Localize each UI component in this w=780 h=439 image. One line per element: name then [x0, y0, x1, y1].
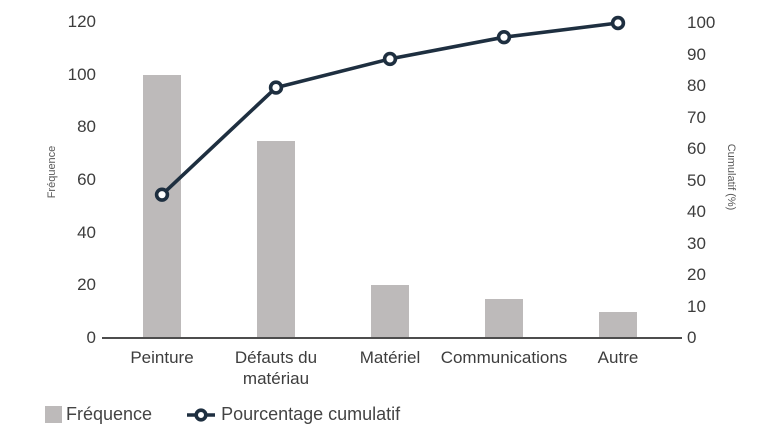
right-axis-tick-label: 80 [687, 76, 706, 95]
cumulative-point-2 [268, 80, 284, 95]
left-axis-tick-label: 40 [77, 222, 96, 242]
right-axis-tick-label: 10 [687, 296, 706, 316]
left-axis-tick-label: 120 [67, 12, 96, 31]
left-axis-tick-label: 20 [77, 275, 96, 295]
right-axis-tick-label: 50 [687, 170, 706, 190]
right-axis-tick-label: 0 [687, 328, 697, 347]
x-axis-label: Matériel [359, 348, 421, 367]
x-axis-label: Communications [440, 348, 568, 367]
legend-item-cumulative: Pourcentage cumulatif [185, 404, 400, 425]
frequency-bar-3 [371, 285, 409, 338]
right-axis-tick-label: 20 [687, 265, 706, 284]
bar-swatch-icon [45, 406, 62, 423]
frequency-bar-4 [485, 298, 523, 338]
legend-label-cumulative: Pourcentage cumulatif [221, 404, 401, 424]
frequency-bar-1 [143, 74, 181, 338]
right-axis-title: Cumulatif (%) [725, 143, 737, 211]
legend: Fréquence Pourcentage cumulatif [45, 404, 400, 425]
left-axis-tick-label: 100 [67, 64, 96, 84]
left-axis-title: Fréquence [46, 145, 58, 199]
x-axis-line [102, 337, 682, 339]
cumulative-point-5 [610, 15, 626, 31]
right-axis-tick-label: 30 [687, 233, 706, 253]
left-axis-tick-label: 80 [77, 117, 96, 137]
cumulative-point-3 [382, 51, 398, 67]
cumulative-point-4 [496, 29, 512, 45]
legend-item-frequency: Fréquence [45, 404, 152, 425]
line-marker-icon [187, 407, 216, 422]
right-axis-tick-label: 100 [687, 13, 716, 32]
x-axis-label: Autre [597, 348, 639, 367]
left-axis-tick-label: 0 [86, 328, 96, 347]
right-axis-tick-label: 90 [687, 44, 706, 64]
right-axis-tick-label: 40 [687, 202, 706, 221]
x-axis-label: Peinture [130, 348, 194, 367]
x-axis-label: Défauts du matériau [234, 348, 318, 388]
left-axis-tick-label: 60 [77, 170, 96, 189]
frequency-bar-2 [257, 140, 295, 338]
legend-label-frequency: Fréquence [66, 404, 153, 424]
cumulative-point-1 [154, 187, 170, 202]
right-axis-tick-label: 70 [687, 107, 706, 127]
frequency-bar-5 [599, 311, 637, 338]
right-axis-tick-label: 60 [687, 139, 706, 158]
